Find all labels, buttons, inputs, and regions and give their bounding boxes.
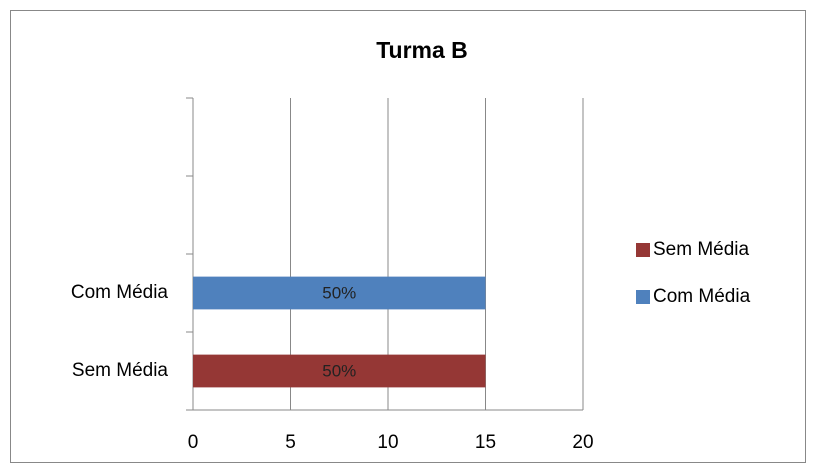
- y-tick-label: Sem Média: [72, 360, 169, 381]
- legend-swatch: [636, 290, 650, 304]
- x-tick-label: 15: [475, 432, 496, 453]
- chart-title: Turma B: [376, 37, 468, 63]
- value-label: 50%: [322, 283, 356, 302]
- x-tick-label: 0: [188, 432, 199, 453]
- chart-frame: [10, 10, 806, 463]
- value-label: 50%: [322, 361, 356, 380]
- legend-swatch: [636, 243, 650, 257]
- legend-label: Sem Média: [653, 239, 750, 260]
- legend-label: Com Média: [653, 286, 751, 307]
- bar: [193, 354, 486, 388]
- x-tick-label: 5: [285, 432, 296, 453]
- x-tick-label: 10: [377, 432, 398, 453]
- bar: [193, 276, 486, 310]
- y-tick-label: Com Média: [71, 282, 169, 303]
- x-tick-label: 20: [572, 432, 593, 453]
